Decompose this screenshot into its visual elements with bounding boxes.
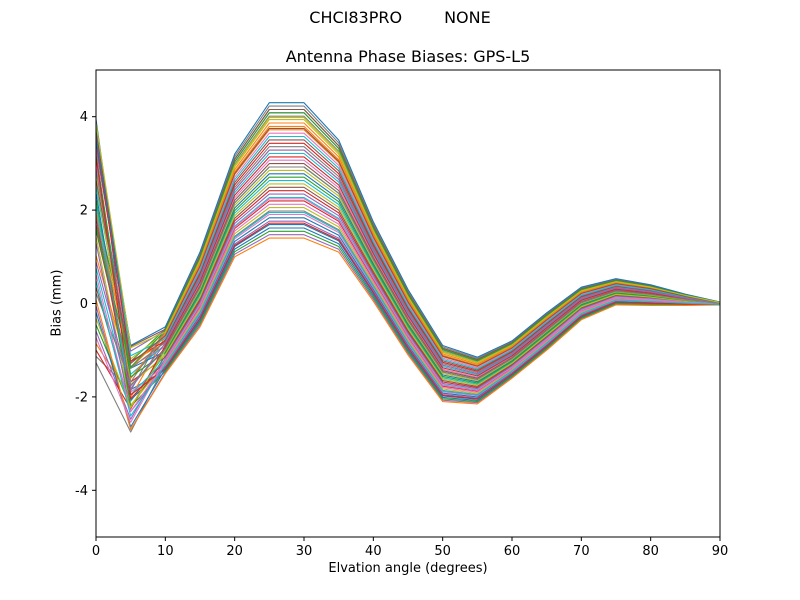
- bias-curve: [96, 163, 720, 387]
- bias-curve: [96, 112, 720, 368]
- x-tick-label: 0: [92, 544, 100, 559]
- series-lines: [96, 102, 720, 433]
- axes-title: Antenna Phase Biases: GPS-L5: [285, 47, 531, 66]
- bias-curve: [96, 186, 720, 409]
- y-tick-label: -2: [75, 390, 88, 405]
- y-tick-label: 0: [80, 297, 88, 312]
- bias-curve: [96, 193, 720, 420]
- suptitle-none-text: NONE: [444, 8, 491, 27]
- y-axis-label: Bias (mm): [49, 269, 65, 337]
- bias-curve: [96, 139, 720, 379]
- bias-curve: [96, 234, 720, 431]
- x-tick-label: 70: [573, 544, 590, 559]
- bias-curve: [96, 122, 720, 401]
- figure-suptitle: CHCI83PRO NONE: [0, 8, 800, 27]
- x-tick-label: 80: [642, 544, 659, 559]
- bias-curve: [96, 211, 720, 417]
- bias-curve: [96, 154, 720, 389]
- y-tick-label: 2: [80, 204, 88, 219]
- x-tick-label: 10: [157, 544, 174, 559]
- x-tick-label: 90: [712, 544, 729, 559]
- bias-curve: [96, 108, 720, 361]
- bias-curve: [96, 102, 720, 358]
- bias-curve: [96, 152, 720, 376]
- bias-curve: [96, 198, 720, 423]
- bias-curve: [96, 146, 720, 373]
- y-tick-label: 4: [80, 110, 88, 125]
- x-tick-label: 40: [365, 544, 382, 559]
- bias-curve: [96, 180, 720, 402]
- x-tick-label: 30: [296, 544, 313, 559]
- bias-curve: [96, 203, 720, 413]
- bias-curve: [96, 135, 720, 378]
- bias-curve: [96, 126, 720, 370]
- bias-curve: [96, 198, 720, 407]
- bias-curve: [96, 237, 720, 431]
- bias-curve: [96, 154, 720, 384]
- y-tick-label: -4: [75, 484, 88, 499]
- bias-curve: [96, 156, 720, 410]
- bias-curve: [96, 192, 720, 401]
- bias-curve: [96, 122, 720, 369]
- x-tick-label: 60: [504, 544, 521, 559]
- x-tick-label: 20: [226, 544, 243, 559]
- bias-curve: [96, 127, 720, 367]
- bias-curve: [96, 166, 720, 386]
- bias-curve: [96, 156, 720, 400]
- bias-curve: [96, 149, 720, 389]
- suptitle-station-text: CHCI83PRO: [309, 8, 403, 27]
- bias-curve: [96, 179, 720, 386]
- bias-curve: [96, 117, 720, 363]
- bias-curve: [96, 119, 720, 383]
- bias-curve: [96, 141, 720, 372]
- bias-curve: [96, 105, 720, 392]
- x-axis-label: Elvation angle (degrees): [328, 561, 488, 576]
- bias-curve: [96, 169, 720, 409]
- bias-curve: [96, 132, 720, 369]
- bias-curve: [96, 207, 720, 406]
- x-tick-label: 50: [434, 544, 451, 559]
